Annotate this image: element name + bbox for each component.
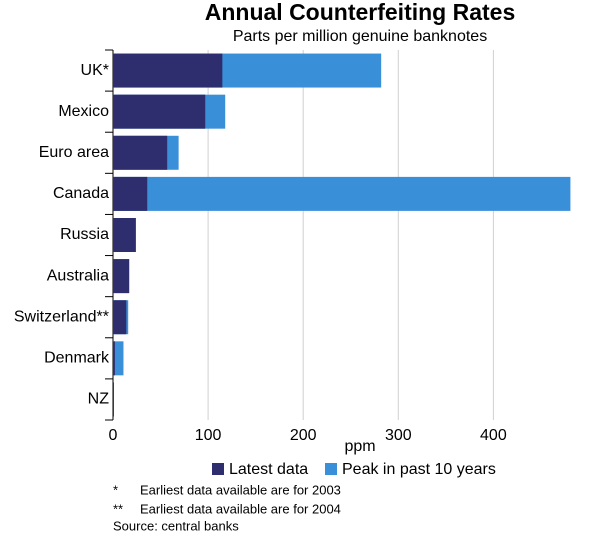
y-tick-label: Mexico [58, 103, 109, 120]
bar [113, 135, 168, 170]
y-tick-label: Russia [60, 226, 109, 243]
bar [113, 94, 206, 129]
bar [113, 218, 136, 252]
bar [113, 382, 114, 417]
footnote-marker: ** [113, 501, 123, 516]
y-tick-label: Euro area [39, 144, 109, 161]
y-tick-label: NZ [88, 391, 110, 408]
y-tick-label: Denmark [44, 350, 110, 367]
chart-title: Annual Counterfeiting Rates [205, 0, 516, 25]
x-tick-label: 400 [480, 427, 507, 444]
x-tick-label: 100 [195, 427, 222, 444]
footnote-text: Earliest data available are for 2004 [140, 501, 341, 516]
bar [113, 259, 130, 294]
bar [113, 176, 148, 211]
source: Source: central banks [113, 518, 239, 533]
footnote-marker: * [113, 482, 118, 497]
chart-subtitle: Parts per million genuine banknotes [233, 28, 487, 45]
y-tick-label: Australia [47, 267, 109, 284]
x-tick-label: 200 [290, 427, 317, 444]
bar [113, 53, 223, 88]
bar [113, 341, 115, 376]
y-tick-label: Canada [53, 185, 109, 202]
legend-label: Peak in past 10 years [342, 461, 496, 478]
x-tick-label: 300 [385, 427, 412, 444]
bar [113, 300, 127, 335]
footnote-text: Earliest data available are for 2003 [140, 482, 341, 497]
x-tick-label: 0 [109, 427, 118, 444]
y-tick-label: UK* [81, 62, 109, 79]
legend-swatch [212, 463, 224, 475]
legend-label: Latest data [229, 461, 308, 478]
bar [113, 341, 124, 376]
y-tick-label: Switzerland** [14, 308, 109, 325]
legend-swatch [325, 463, 337, 475]
bar [113, 176, 571, 211]
x-axis-label: ppm [344, 438, 375, 455]
